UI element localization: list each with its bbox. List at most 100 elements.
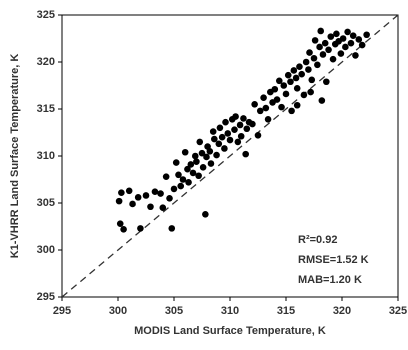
point bbox=[305, 66, 312, 73]
point bbox=[213, 151, 220, 159]
point bbox=[177, 182, 185, 190]
point bbox=[226, 136, 234, 144]
point bbox=[221, 145, 228, 152]
point bbox=[347, 39, 355, 47]
y-tick-label: 325 bbox=[37, 9, 55, 21]
point bbox=[284, 71, 292, 79]
point bbox=[293, 85, 301, 92]
point bbox=[157, 190, 164, 197]
point bbox=[242, 150, 249, 158]
y-tick-label: 320 bbox=[37, 56, 55, 68]
point bbox=[137, 225, 144, 232]
point bbox=[287, 78, 294, 86]
point bbox=[175, 171, 182, 179]
point bbox=[339, 35, 347, 42]
point bbox=[288, 107, 295, 115]
point bbox=[189, 169, 197, 177]
point bbox=[273, 96, 281, 103]
point bbox=[264, 116, 272, 123]
point bbox=[325, 46, 332, 54]
point bbox=[311, 37, 319, 44]
point bbox=[319, 51, 327, 58]
point bbox=[125, 187, 133, 195]
point bbox=[363, 31, 370, 39]
y-tick-label: 305 bbox=[37, 197, 55, 209]
point bbox=[168, 225, 176, 232]
point bbox=[307, 88, 314, 96]
point bbox=[222, 118, 229, 126]
point bbox=[199, 163, 207, 171]
point bbox=[215, 140, 223, 148]
point bbox=[236, 121, 244, 129]
point bbox=[323, 78, 330, 86]
point bbox=[170, 185, 178, 193]
point bbox=[254, 132, 262, 139]
point bbox=[185, 179, 192, 186]
point bbox=[310, 54, 318, 62]
annotation: MAB=1.20 K bbox=[298, 274, 362, 286]
point bbox=[118, 189, 125, 196]
y-tick-label: 315 bbox=[37, 103, 55, 115]
point bbox=[211, 135, 218, 143]
point bbox=[207, 160, 215, 167]
point bbox=[159, 204, 167, 211]
point bbox=[349, 32, 357, 39]
point bbox=[203, 153, 210, 161]
point bbox=[344, 28, 351, 36]
point bbox=[333, 30, 340, 38]
point bbox=[198, 149, 206, 157]
point bbox=[308, 76, 316, 84]
point bbox=[162, 173, 170, 180]
x-tick-label: 305 bbox=[165, 305, 183, 317]
point bbox=[129, 200, 136, 208]
point bbox=[306, 49, 313, 56]
point bbox=[115, 197, 123, 205]
point bbox=[329, 55, 337, 63]
point bbox=[196, 138, 204, 146]
point bbox=[120, 226, 127, 233]
point bbox=[280, 82, 288, 89]
point bbox=[298, 70, 305, 78]
point bbox=[251, 101, 258, 108]
point bbox=[271, 85, 279, 93]
point bbox=[193, 158, 200, 165]
point bbox=[151, 188, 159, 196]
y-tick-label: 300 bbox=[37, 244, 55, 256]
point bbox=[278, 103, 285, 111]
x-tick-label: 325 bbox=[389, 305, 407, 317]
point bbox=[290, 67, 298, 74]
point bbox=[249, 120, 256, 128]
point bbox=[147, 203, 154, 211]
y-axis-label: K1-VHRR Land Surface Temperature, K bbox=[9, 54, 21, 259]
point bbox=[166, 195, 173, 202]
point bbox=[187, 161, 195, 168]
point bbox=[240, 115, 247, 122]
point bbox=[327, 33, 335, 40]
point bbox=[191, 152, 199, 160]
point bbox=[282, 90, 290, 98]
point bbox=[337, 50, 345, 57]
point bbox=[355, 36, 363, 43]
point bbox=[237, 132, 245, 140]
one-to-one-line bbox=[61, 14, 399, 298]
point bbox=[234, 138, 242, 146]
point bbox=[256, 107, 264, 115]
annotation: RMSE=1.52 K bbox=[298, 254, 369, 266]
point bbox=[316, 43, 323, 51]
point bbox=[342, 43, 349, 51]
point bbox=[260, 94, 267, 102]
point bbox=[293, 101, 301, 109]
point bbox=[181, 148, 189, 156]
point bbox=[314, 61, 321, 69]
x-axis-label: MODIS Land Surface Temperature, K bbox=[134, 325, 326, 337]
point bbox=[302, 58, 310, 66]
point bbox=[300, 91, 308, 99]
point bbox=[216, 124, 224, 132]
point bbox=[179, 176, 187, 183]
x-tick-label: 315 bbox=[277, 305, 295, 317]
point bbox=[352, 52, 359, 59]
x-tick-label: 310 bbox=[221, 305, 239, 317]
point bbox=[172, 159, 180, 166]
x-tick-label: 295 bbox=[53, 305, 71, 317]
